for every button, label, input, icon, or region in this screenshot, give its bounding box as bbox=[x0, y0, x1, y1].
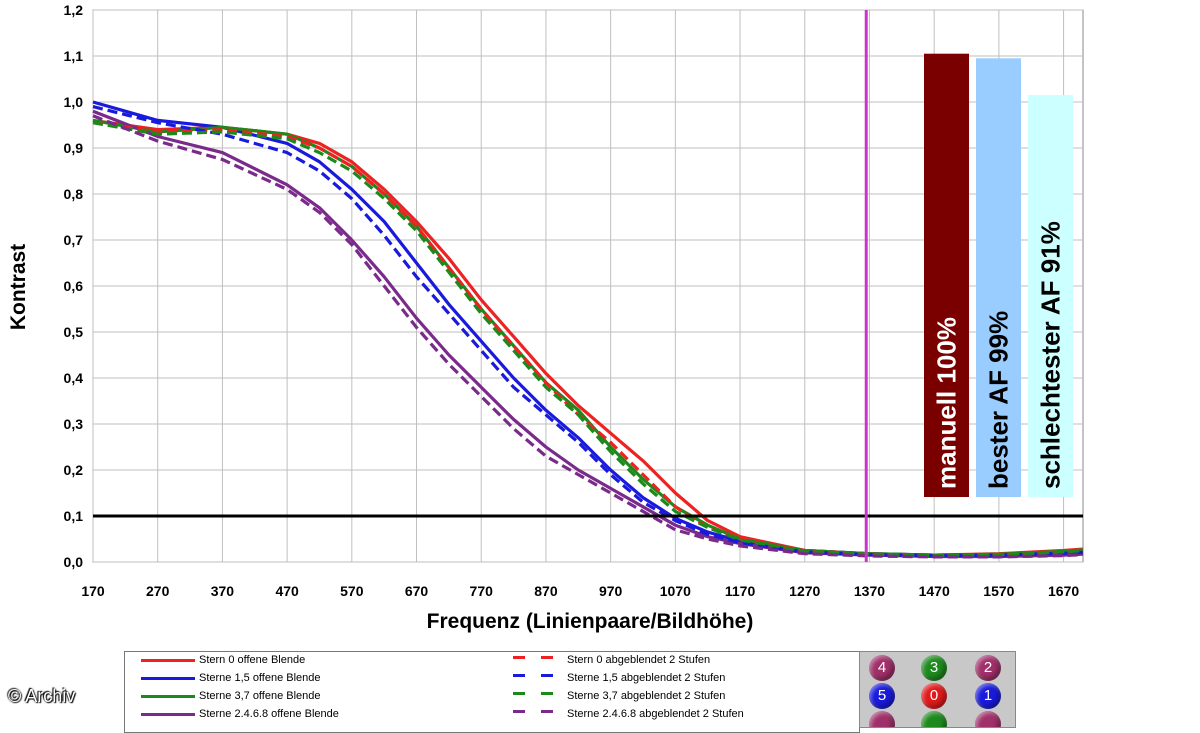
legend-swatch bbox=[141, 713, 195, 716]
af-bar-2 bbox=[976, 58, 1021, 498]
star-key: 1 bbox=[975, 683, 1001, 709]
x-tick-label: 1070 bbox=[660, 583, 691, 599]
legend-label: Sterne 3,7 abgeblendet 2 Stufen bbox=[567, 690, 726, 702]
legend-swatch bbox=[141, 659, 195, 662]
x-tick-label: 970 bbox=[599, 583, 623, 599]
x-tick-label: 1270 bbox=[789, 583, 820, 599]
bars-layer: manuell 100% bester AF 99% schlechtester A… bbox=[924, 53, 1073, 498]
x-tick-label: 170 bbox=[81, 583, 105, 599]
x-tick-label: 1370 bbox=[854, 583, 885, 599]
x-tick-label: 670 bbox=[405, 583, 429, 599]
legend-label: Sterne 2.4.6.8 offene Blende bbox=[199, 708, 339, 720]
legend-swatch bbox=[141, 695, 195, 698]
legend: Stern 0 offene Blende Sterne 1,5 offene B… bbox=[124, 651, 860, 733]
legend-label: Sterne 3,7 offene Blende bbox=[199, 690, 321, 702]
star-key: 2 bbox=[975, 655, 1001, 681]
y-tick-label: 0,2 bbox=[64, 462, 84, 478]
x-tick-label: 370 bbox=[211, 583, 235, 599]
x-tick-label: 1470 bbox=[919, 583, 950, 599]
x-tick-label: 870 bbox=[534, 583, 558, 599]
y-tick-label: 0,6 bbox=[64, 278, 84, 294]
star-key: 4 bbox=[869, 655, 895, 681]
series-line-8 bbox=[92, 114, 1084, 559]
y-tick-label: 0,9 bbox=[64, 140, 84, 156]
y-tick-label: 0,0 bbox=[64, 554, 84, 570]
y-tick-label: 0,1 bbox=[64, 508, 84, 524]
copyright-label: © Archiv bbox=[8, 686, 76, 706]
y-tick-label: 1,1 bbox=[64, 48, 84, 64]
series-line-7 bbox=[92, 121, 1084, 558]
legend-label: Sterne 1,5 abgeblendet 2 Stufen bbox=[567, 672, 726, 684]
x-tick-label: 770 bbox=[470, 583, 494, 599]
x-axis-label: Frequenz (Linienpaare/Bildhöhe) bbox=[427, 610, 754, 633]
af-bar-label-1: manuell 100% bbox=[932, 317, 962, 489]
af-bar-1 bbox=[924, 53, 969, 497]
legend-label: Stern 0 offene Blende bbox=[199, 654, 306, 666]
star-key: 3 bbox=[921, 655, 947, 681]
af-bar-3 bbox=[1028, 95, 1073, 497]
y-tick-label: 0,4 bbox=[64, 370, 84, 386]
y-tick-label: 0,5 bbox=[64, 324, 84, 340]
star-key: 0 bbox=[921, 683, 947, 709]
y-tick-label: 1,0 bbox=[64, 94, 84, 110]
x-tick-label: 470 bbox=[275, 583, 299, 599]
legend-label: Stern 0 abgeblendet 2 Stufen bbox=[567, 654, 711, 666]
legend-swatch bbox=[141, 677, 195, 680]
y-axis-label: Kontrast bbox=[7, 244, 30, 330]
x-tick-label: 270 bbox=[146, 583, 170, 599]
x-tick-label: 570 bbox=[340, 583, 364, 599]
y-tick-labels: 0,0 0,1 0,2 0,3 0,4 0,5 0,6 0,7 0,8 0,9 1,0 1,1 1,2 bbox=[64, 2, 84, 570]
x-tick-label: 1170 bbox=[725, 583, 756, 599]
x-tick-labels: 170 270 370 470 570 670 770 870 970 1070 1170 1270 1… bbox=[81, 583, 1079, 599]
x-tick-label: 1570 bbox=[983, 583, 1014, 599]
y-tick-label: 1,2 bbox=[64, 2, 84, 18]
series-layer bbox=[92, 100, 1084, 559]
legend-label: Sterne 2.4.6.8 abgeblendet 2 Stufen bbox=[567, 708, 744, 720]
x-tick-label: 1670 bbox=[1048, 583, 1079, 599]
star-key: 5 bbox=[869, 683, 895, 709]
y-tick-label: 0,8 bbox=[64, 186, 84, 202]
y-tick-label: 0,7 bbox=[64, 232, 84, 248]
legend-label: Sterne 1,5 offene Blende bbox=[199, 672, 321, 684]
af-bar-label-3: schlechtester AF 91% bbox=[1036, 221, 1066, 489]
y-tick-label: 0,3 bbox=[64, 416, 84, 432]
af-bar-label-2: bester AF 99% bbox=[984, 311, 1014, 489]
chart-grid bbox=[92, 9, 1084, 563]
